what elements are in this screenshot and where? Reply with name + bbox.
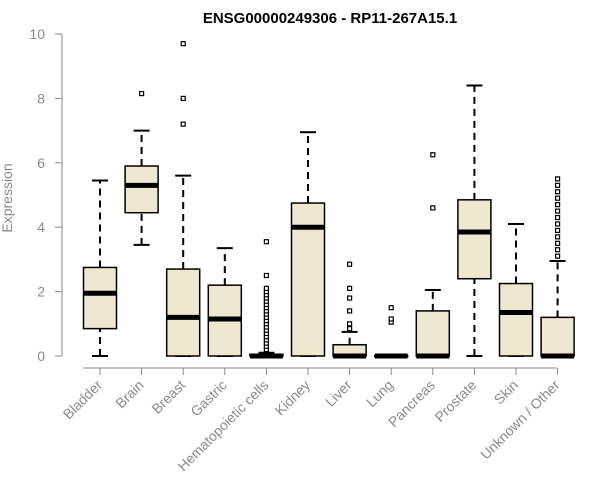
box-series bbox=[82, 41, 575, 359]
y-axis-ticks: 0 2 4 6 8 10 bbox=[29, 26, 62, 364]
outlier-point bbox=[347, 326, 353, 332]
outlier-point bbox=[554, 182, 561, 188]
outlier-point bbox=[554, 208, 561, 214]
y-tick-label: 4 bbox=[37, 219, 45, 235]
x-tick-label: Liver bbox=[322, 377, 355, 410]
outlier-point bbox=[388, 316, 394, 322]
box-group bbox=[498, 222, 534, 357]
box-iqr bbox=[498, 282, 534, 357]
outlier-point bbox=[347, 261, 353, 267]
box-iqr bbox=[415, 310, 451, 357]
box-group bbox=[290, 131, 326, 357]
outlier-point bbox=[554, 234, 561, 240]
x-tick-label: Bladder bbox=[60, 377, 106, 423]
outlier-point bbox=[430, 205, 436, 211]
outlier-point bbox=[347, 285, 353, 291]
outlier-point bbox=[388, 305, 394, 311]
box-iqr bbox=[82, 266, 118, 330]
box-group bbox=[415, 152, 451, 359]
outlier-point bbox=[554, 176, 561, 182]
outlier-point bbox=[347, 308, 353, 314]
x-tick-label: Kidney bbox=[272, 377, 314, 419]
box-group bbox=[82, 179, 118, 357]
box-group bbox=[249, 239, 284, 359]
outlier-point bbox=[263, 239, 269, 245]
box-group bbox=[457, 84, 492, 357]
outlier-point bbox=[554, 221, 561, 227]
x-tick-label: Skin bbox=[491, 377, 522, 408]
outlier-point bbox=[139, 90, 145, 97]
x-tick-label: Prostate bbox=[431, 377, 479, 425]
outlier-point bbox=[263, 285, 269, 291]
outlier-point bbox=[554, 240, 561, 246]
outlier-point bbox=[554, 189, 561, 195]
outlier-point bbox=[554, 253, 561, 259]
box-group bbox=[165, 41, 201, 357]
outlier-point bbox=[430, 152, 436, 158]
box-iqr bbox=[124, 165, 159, 214]
outlier-point bbox=[347, 295, 353, 301]
y-axis-label: Expression bbox=[0, 163, 15, 232]
y-tick-label: 2 bbox=[37, 284, 45, 300]
outlier-point bbox=[554, 214, 561, 221]
outlier-point bbox=[263, 272, 269, 279]
outlier-point bbox=[554, 195, 561, 201]
x-tick-label: Brain bbox=[112, 377, 146, 411]
box-group bbox=[332, 261, 367, 359]
x-tick-label: Breast bbox=[148, 377, 188, 417]
y-tick-label: 10 bbox=[29, 26, 45, 42]
x-tick-label: Unknown / Other bbox=[477, 377, 563, 463]
y-tick-label: 6 bbox=[37, 155, 45, 171]
outlier-point bbox=[180, 121, 186, 127]
box-group bbox=[124, 90, 159, 246]
outlier-point bbox=[180, 95, 186, 102]
outlier-point bbox=[554, 227, 561, 234]
y-tick-label: 0 bbox=[37, 348, 45, 364]
box-iqr bbox=[540, 316, 575, 357]
outlier-point bbox=[180, 41, 186, 47]
x-tick-label: Lung bbox=[363, 377, 396, 410]
outlier-point bbox=[347, 321, 353, 327]
outlier-point bbox=[554, 202, 561, 208]
box-group bbox=[207, 247, 243, 357]
box-iqr bbox=[165, 268, 201, 357]
box-group bbox=[373, 305, 409, 359]
y-tick-label: 8 bbox=[37, 90, 45, 106]
box-iqr bbox=[457, 199, 492, 280]
outlier-point bbox=[554, 247, 561, 253]
box-group bbox=[540, 176, 575, 359]
chart-title: ENSG00000249306 - RP11-267A15.1 bbox=[203, 10, 457, 27]
